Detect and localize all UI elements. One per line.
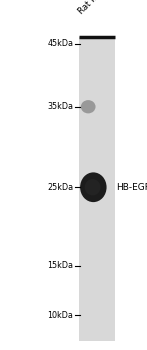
Text: HB-EGF: HB-EGF <box>116 183 147 192</box>
Text: 10kDa: 10kDa <box>48 310 74 320</box>
Bar <box>79 37 115 341</box>
Text: Rat kidney: Rat kidney <box>77 0 116 16</box>
Ellipse shape <box>85 179 101 195</box>
Ellipse shape <box>81 100 96 113</box>
Text: 35kDa: 35kDa <box>47 102 74 111</box>
Text: 15kDa: 15kDa <box>47 261 74 271</box>
Ellipse shape <box>80 173 107 202</box>
Text: 25kDa: 25kDa <box>47 183 74 192</box>
Text: 45kDa: 45kDa <box>47 39 74 48</box>
